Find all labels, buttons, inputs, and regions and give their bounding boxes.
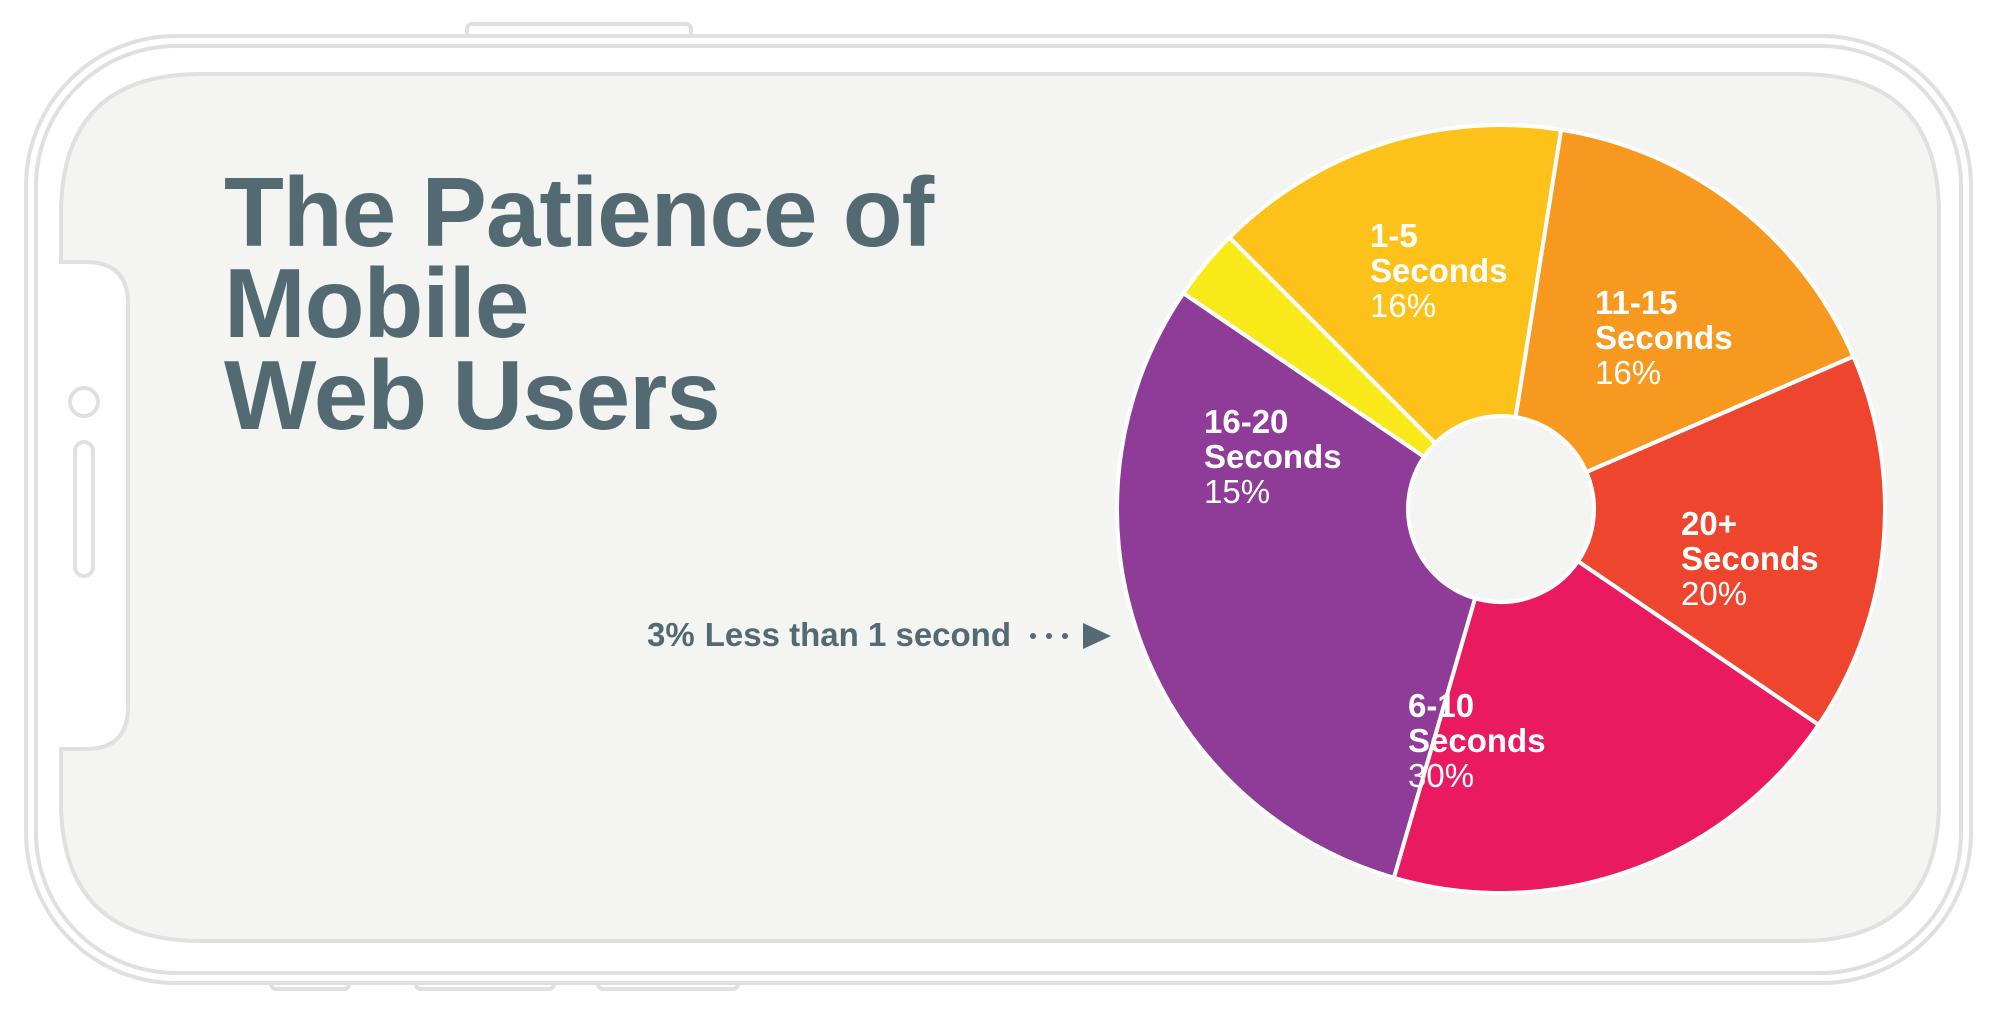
value-label: 15% [1204, 473, 1270, 510]
value-label: 20% [1681, 575, 1747, 612]
value-label: 16% [1595, 354, 1661, 391]
slice-label: 11-15 Seconds 16% [1595, 284, 1733, 391]
chart-title: The Patience of Mobile Web Users [224, 157, 960, 450]
category-label: Seconds [1370, 252, 1508, 289]
category-label: Seconds [1595, 319, 1733, 356]
title-line: The Patience of [224, 157, 935, 267]
slice [1513, 127, 1857, 475]
leader-dot [1062, 633, 1068, 639]
category-label: Less than 1 second [705, 616, 1011, 653]
slice [1391, 558, 1822, 895]
slice-label: 16-20 Seconds 15% [1204, 403, 1342, 510]
leader-dot [1030, 633, 1036, 639]
category-label: 1-5 [1370, 217, 1418, 254]
leader-dot [1046, 633, 1052, 639]
outside-label: 3% Less than 1 second [647, 616, 1011, 653]
title-line: Mobile [224, 248, 528, 358]
value-label: 30% [1408, 757, 1474, 794]
slice [1575, 353, 1887, 728]
category-label: 16-20 [1204, 403, 1288, 440]
slice-label: 20+ Seconds 20% [1681, 505, 1819, 612]
value-label: 3% [647, 616, 695, 653]
category-label: 6-10 [1408, 687, 1474, 724]
category-label: 20+ [1681, 505, 1737, 542]
donut [1115, 123, 1887, 895]
slice [1115, 290, 1478, 881]
value-label: 16% [1370, 287, 1436, 324]
slice-label: 6-10 Seconds 30% [1408, 687, 1546, 794]
category-label: Seconds [1408, 722, 1546, 759]
slice-label: 1-5 Seconds 16% [1370, 217, 1508, 324]
category-label: Seconds [1204, 438, 1342, 475]
slice [1226, 123, 1564, 447]
slice-labels: 1-5 Seconds 16% 11-15 Seconds 16%20+ Seconds 20… [647, 217, 1819, 794]
category-label: 11-15 [1595, 284, 1678, 321]
category-label: Seconds [1681, 540, 1819, 577]
title-line: Web Users [224, 340, 720, 450]
leader-arrow [1083, 623, 1111, 649]
